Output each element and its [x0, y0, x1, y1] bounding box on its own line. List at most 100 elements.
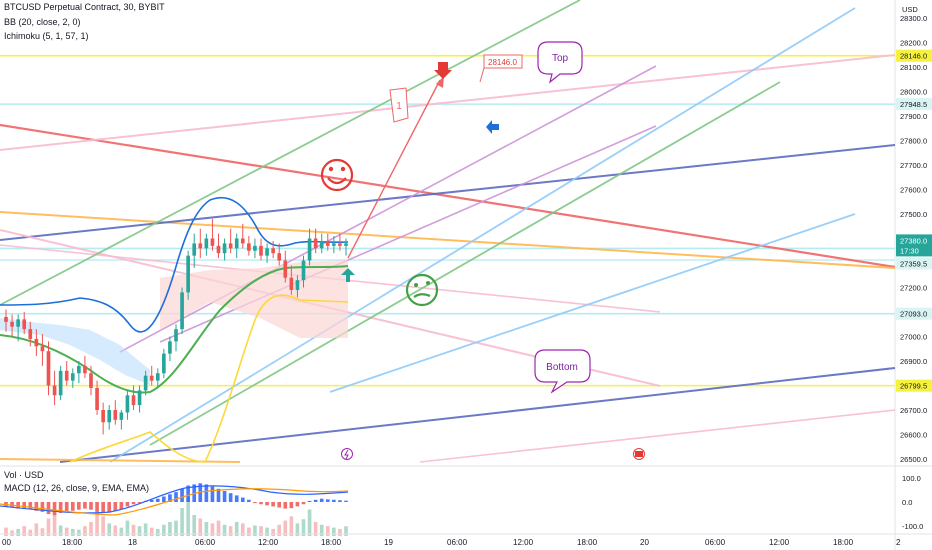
candle-body — [313, 238, 318, 249]
volume-bar — [234, 522, 239, 536]
candle-body — [143, 375, 148, 391]
candle-body — [180, 292, 184, 330]
macd-axis-tick: -100.0 — [902, 522, 923, 531]
volume-bar — [113, 525, 118, 536]
candle-body — [240, 238, 245, 244]
left-arrow-marker — [486, 120, 499, 134]
candle-body — [174, 329, 178, 342]
candle-body — [338, 243, 342, 246]
volume-bar — [283, 520, 288, 536]
candle-body — [95, 387, 99, 410]
price-axis-currency: USD — [902, 5, 918, 14]
symbol-legend[interactable]: BTCUSD Perpetual Contract, 30, BYBIT — [4, 2, 165, 12]
trend-line — [329, 213, 856, 393]
macd-histogram-bar — [28, 502, 33, 510]
volume-bar — [222, 524, 227, 536]
volume-bar — [313, 522, 318, 536]
price-badge-bg — [896, 98, 932, 111]
ichimoku-legend[interactable]: Ichimoku (5, 1, 57, 1) — [4, 31, 89, 41]
bottom-callout-bubble — [534, 349, 591, 394]
time-axis-tick: 20 — [640, 538, 649, 547]
macd-histogram-bar — [89, 502, 93, 510]
macd-histogram-bar — [325, 499, 330, 502]
price-badge-text: 17:30 — [900, 246, 919, 255]
target-price-leader — [479, 67, 485, 83]
macd-legend[interactable]: MACD (12, 26, close, 9, EMA, EMA) — [4, 483, 150, 493]
time-axis-tick: 18:00 — [833, 538, 854, 547]
time-axis-tick: 00 — [2, 538, 11, 547]
macd-histogram-bar — [307, 500, 312, 502]
price-badge-text: 27093.0 — [900, 310, 927, 319]
macd-histogram-bar — [234, 495, 239, 502]
bottom-callout-text: Bottom — [546, 362, 578, 373]
time-axis-tick: 06:00 — [447, 538, 468, 547]
macd-histogram-bar — [119, 502, 124, 510]
volume-bar — [319, 524, 324, 536]
bb-upper-line — [0, 196, 349, 333]
macd-histogram-bar — [174, 492, 178, 502]
volume-bar — [289, 516, 294, 536]
candle-body — [192, 243, 197, 256]
time-axis-tick: 12:00 — [513, 538, 534, 547]
volume-bar — [28, 529, 33, 536]
macd-histogram-bar — [277, 502, 282, 508]
candle-body — [125, 395, 130, 413]
volume-bar — [58, 525, 63, 536]
price-axis-tick: 27700.0 — [900, 161, 927, 170]
price-badge-bg — [896, 244, 932, 257]
volume-bar — [192, 515, 197, 536]
happy-face-outline — [320, 158, 354, 192]
bb-legend[interactable]: BB (20, close, 2, 0) — [4, 17, 81, 27]
volume-bar — [253, 525, 257, 536]
happy-face-eye — [340, 166, 346, 172]
macd-histogram-bar — [149, 499, 154, 502]
projection-arrow-line — [347, 79, 441, 259]
macd-histogram-bar — [113, 502, 118, 511]
candle-body — [28, 329, 33, 339]
volume-bar — [277, 524, 282, 536]
volume-bar — [332, 527, 336, 536]
macd-axis-tick: 100.0 — [902, 474, 921, 483]
lightning-event-bolt — [344, 449, 349, 460]
macd-histogram-bar — [301, 502, 306, 505]
macd-histogram-bar — [95, 502, 99, 512]
vol-legend[interactable]: Vol · USD — [4, 470, 44, 480]
macd-histogram-bar — [313, 499, 318, 502]
price-axis-tick: 28000.0 — [900, 88, 927, 97]
macd-histogram-bar — [101, 502, 105, 513]
candle-body — [113, 410, 118, 420]
macd-histogram-bar — [83, 502, 87, 509]
macd-histogram-bar — [210, 486, 215, 502]
volume-bar — [143, 523, 148, 536]
time-axis-tick: 12:00 — [258, 538, 279, 547]
candle-body — [234, 238, 239, 249]
trend-line — [109, 7, 856, 463]
candle-body — [265, 248, 269, 256]
price-badge-bg — [896, 379, 932, 392]
candle-body — [107, 410, 112, 423]
trend-line — [419, 409, 896, 463]
volume-bar — [307, 509, 312, 536]
candle-body — [58, 370, 63, 396]
candle-body — [259, 245, 263, 256]
price-axis-tick: 27500.0 — [900, 210, 927, 219]
price-axis-tick: 26700.0 — [900, 406, 927, 415]
projection-arrowhead — [436, 76, 444, 88]
candle-body — [222, 243, 227, 254]
candle-body — [137, 390, 142, 406]
volume-bar — [22, 526, 27, 536]
lightning-event-circle — [341, 448, 353, 460]
price-axis-tick: 27000.0 — [900, 333, 927, 342]
macd-histogram-bar — [131, 502, 136, 505]
volume-bar — [186, 497, 190, 536]
candle-body — [34, 338, 39, 347]
time-axis-tick: 18 — [128, 538, 137, 547]
trend-line — [149, 81, 781, 446]
volume-bar — [265, 527, 269, 536]
volume-bar — [271, 529, 275, 536]
macd-histogram-bar — [319, 498, 324, 502]
candle-body — [149, 375, 154, 381]
price-axis-tick: 27900.0 — [900, 112, 927, 121]
